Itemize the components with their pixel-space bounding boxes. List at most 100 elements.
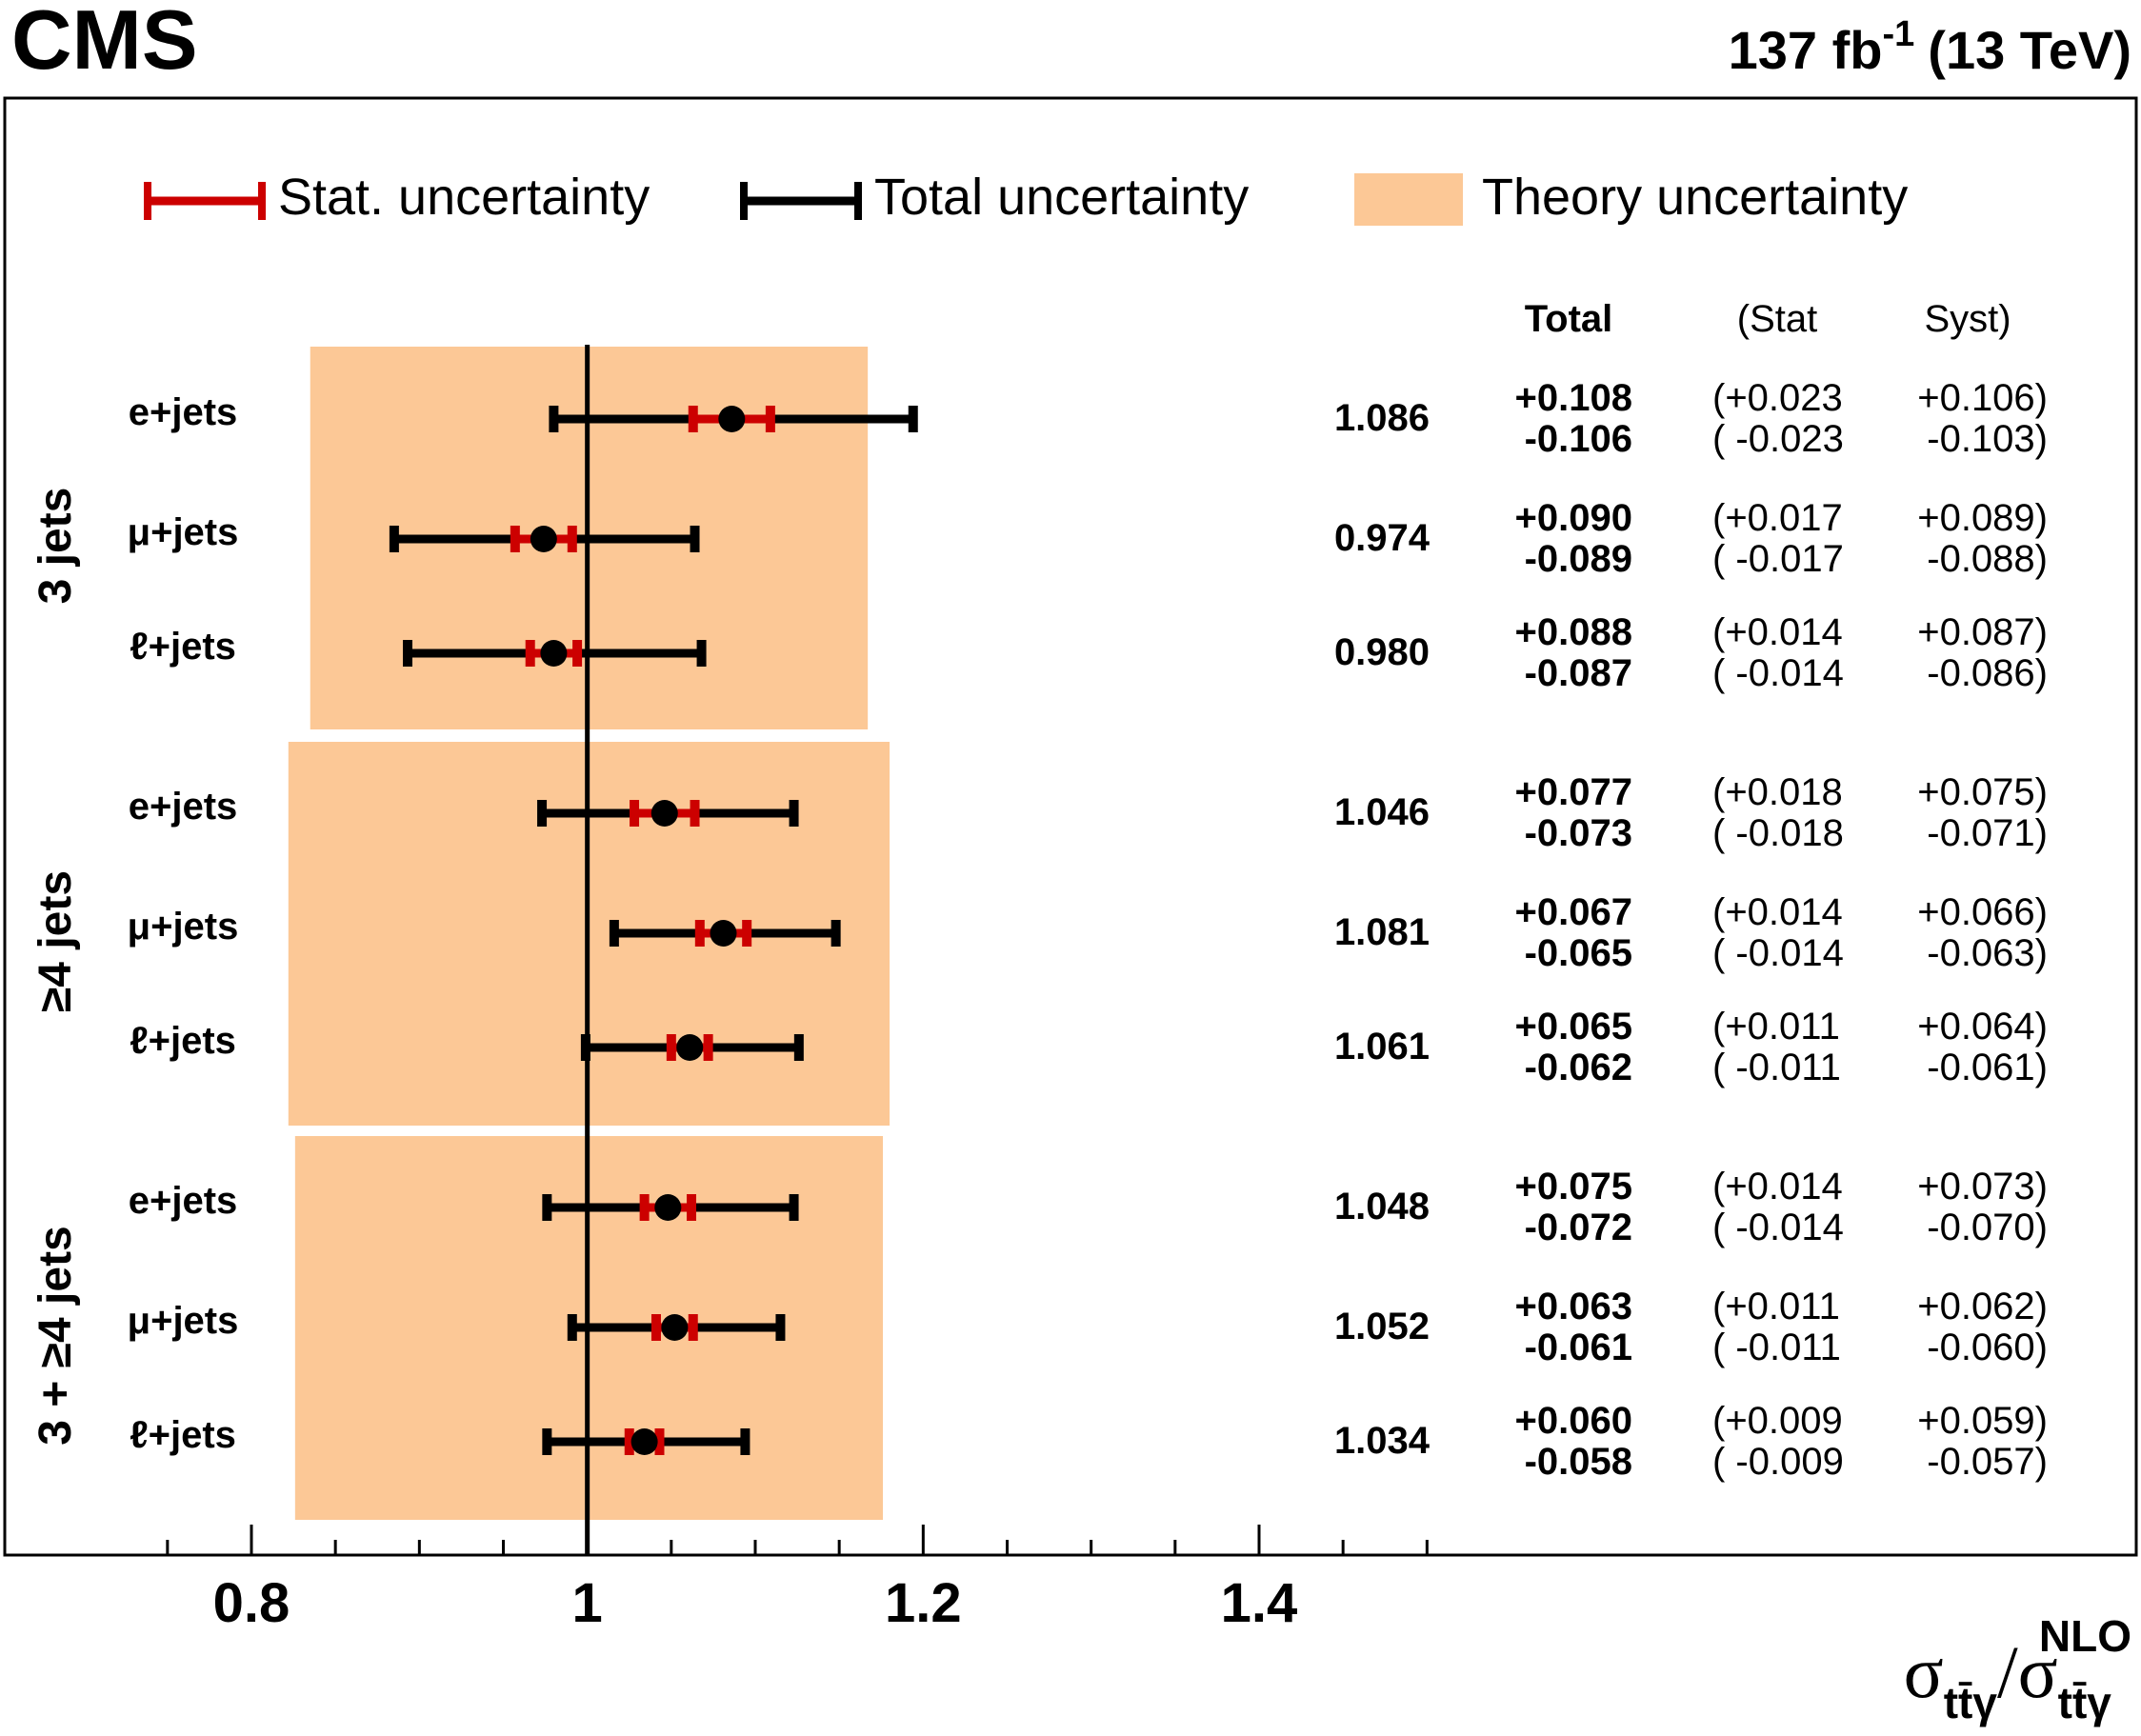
legend: Stat. uncertainty Total uncertainty Theo… [144, 169, 1908, 226]
stat-uncertainty-down: ( -0.023 [1712, 418, 1844, 460]
total-uncertainty-down: -0.073 [1525, 812, 1632, 854]
syst-uncertainty-down: -0.071) [1927, 812, 2048, 854]
total-uncertainty-up: +0.067 [1515, 891, 1632, 933]
stat-uncertainty-down: ( -0.014 [1712, 932, 1844, 974]
total-uncertainty-down: -0.061 [1525, 1327, 1632, 1368]
measurement-row: μ+jets 1.081 +0.067-0.065 (+0.014( -0.014 +0… [128, 891, 2048, 974]
syst-uncertainty-up: +0.059) [1917, 1400, 2048, 1442]
syst-uncertainty-down: -0.061) [1927, 1047, 2048, 1088]
syst-uncertainty-down: -0.070) [1927, 1207, 2048, 1248]
measurement-row: e+jets 1.086 +0.108-0.106 (+0.023( -0.023 +0… [129, 377, 2048, 460]
syst-uncertainty-up: +0.066) [1917, 891, 2048, 933]
stat-uncertainty-down: ( -0.009 [1712, 1441, 1844, 1483]
stat-uncertainty-down: ( -0.014 [1712, 652, 1844, 694]
group-label: 3 jets [30, 488, 81, 605]
total-uncertainty-up: +0.065 [1515, 1006, 1632, 1048]
measurement-point [710, 920, 737, 947]
stat-uncertainty-up: (+0.011 [1712, 1006, 1840, 1048]
total-uncertainty-down: -0.087 [1525, 652, 1632, 694]
total-uncertainty-down: -0.072 [1525, 1207, 1632, 1248]
measured-value: 1.052 [1334, 1306, 1430, 1347]
total-uncertainty-up: +0.090 [1515, 497, 1632, 539]
measurement-point [661, 1314, 689, 1341]
syst-uncertainty-down: -0.103) [1927, 418, 2048, 460]
syst-uncertainty-up: +0.064) [1917, 1006, 2048, 1048]
measurement-point [676, 1034, 704, 1061]
channel-label: ℓ+jets [130, 1414, 236, 1456]
measurement-point [718, 406, 746, 432]
measured-value: 1.061 [1334, 1026, 1430, 1068]
legend-stat-marker [144, 182, 266, 220]
measured-value: 0.974 [1334, 517, 1431, 559]
channel-label: μ+jets [128, 1300, 239, 1342]
syst-uncertainty-down: -0.060) [1927, 1327, 2048, 1368]
x-axis-title: σtt̄γ/σtt̄γNLO [1904, 1611, 2131, 1727]
x-tick-label: 1.2 [885, 1572, 962, 1634]
stat-uncertainty-down: ( -0.011 [1712, 1327, 1841, 1368]
stat-uncertainty-up: (+0.011 [1712, 1286, 1840, 1327]
x-tick-label: 1.4 [1221, 1572, 1298, 1634]
total-uncertainty-up: +0.077 [1515, 771, 1632, 813]
channel-label: μ+jets [128, 906, 239, 948]
stat-uncertainty-up: (+0.014 [1712, 1166, 1843, 1207]
channel-label: e+jets [129, 786, 238, 828]
total-uncertainty-down: -0.065 [1525, 932, 1632, 974]
measured-value: 1.086 [1334, 397, 1430, 439]
syst-uncertainty-up: +0.073) [1917, 1166, 2048, 1207]
measured-value: 1.048 [1334, 1186, 1430, 1227]
group-labels: 3 jets ≥4 jets 3 + ≥4 jets [30, 488, 81, 1446]
measurement-point [540, 640, 568, 667]
measured-value: 1.081 [1334, 911, 1430, 953]
stat-uncertainty-down: ( -0.014 [1712, 1207, 1844, 1248]
syst-uncertainty-up: +0.075) [1917, 771, 2048, 813]
channel-label: ℓ+jets [130, 1020, 236, 1062]
luminosity-label: 137 fb-1 (13 TeV) [1729, 14, 2131, 80]
total-uncertainty-up: +0.075 [1515, 1166, 1632, 1207]
measurement-row: ℓ+jets 0.980 +0.088-0.087 (+0.014( -0.014 +0… [130, 611, 2048, 694]
total-uncertainty-up: +0.088 [1515, 611, 1632, 653]
legend-theory-label: Theory uncertainty [1482, 169, 1908, 226]
measurement-row: ℓ+jets 1.061 +0.065-0.062 (+0.011( -0.011 +0… [130, 1006, 2048, 1088]
stat-uncertainty-up: (+0.014 [1712, 611, 1843, 653]
syst-uncertainty-up: +0.087) [1917, 611, 2048, 653]
measurement-row: μ+jets 0.974 +0.090-0.089 (+0.017( -0.017 +0… [128, 497, 2048, 580]
channel-label: ℓ+jets [130, 626, 236, 668]
group-label: 3 + ≥4 jets [30, 1226, 81, 1445]
total-uncertainty-up: +0.063 [1515, 1286, 1632, 1327]
stat-uncertainty-down: ( -0.017 [1712, 538, 1844, 580]
syst-uncertainty-down: -0.057) [1927, 1441, 2048, 1483]
stat-uncertainty-up: (+0.017 [1712, 497, 1843, 539]
syst-uncertainty-down: -0.086) [1927, 652, 2048, 694]
measurement-point [630, 1428, 658, 1455]
plot-frame [3, 96, 2138, 1557]
x-axis: 0.8 1 1.2 1.4 [166, 1525, 1429, 1634]
syst-uncertainty-down: -0.088) [1927, 538, 2048, 580]
measurement-row: e+jets 1.048 +0.075-0.072 (+0.014( -0.014 +0… [129, 1166, 2048, 1248]
x-tick-label: 0.8 [213, 1572, 290, 1634]
x-tick-label: 1 [572, 1572, 603, 1634]
syst-uncertainty-down: -0.063) [1927, 932, 2048, 974]
table-header-syst: Syst) [1924, 298, 2011, 340]
experiment-label: CMS [11, 0, 198, 87]
measurement-row: e+jets 1.046 +0.077-0.073 (+0.018( -0.018 +0… [129, 771, 2048, 854]
stat-uncertainty-up: (+0.018 [1712, 771, 1843, 813]
measurement-row: ℓ+jets 1.034 +0.060-0.058 (+0.009( -0.009 +0… [130, 1400, 2048, 1483]
legend-stat-label: Stat. uncertainty [278, 169, 650, 226]
channel-label: μ+jets [128, 511, 239, 553]
group-label: ≥4 jets [30, 870, 81, 1012]
measured-value: 1.046 [1334, 791, 1430, 833]
channel-label: e+jets [129, 391, 238, 433]
syst-uncertainty-up: +0.062) [1917, 1286, 2048, 1327]
table-header-total: Total [1525, 298, 1613, 340]
stat-uncertainty-up: (+0.014 [1712, 891, 1843, 933]
stat-uncertainty-up: (+0.009 [1712, 1400, 1843, 1442]
total-uncertainty-up: +0.108 [1515, 377, 1632, 419]
legend-theory-swatch [1354, 173, 1463, 226]
total-uncertainty-down: -0.058 [1525, 1441, 1632, 1483]
measured-value: 0.980 [1334, 631, 1430, 673]
measured-value: 1.034 [1334, 1420, 1431, 1462]
stat-uncertainty-down: ( -0.018 [1712, 812, 1844, 854]
total-uncertainty-down: -0.106 [1525, 418, 1632, 460]
stat-uncertainty-down: ( -0.011 [1712, 1047, 1841, 1088]
